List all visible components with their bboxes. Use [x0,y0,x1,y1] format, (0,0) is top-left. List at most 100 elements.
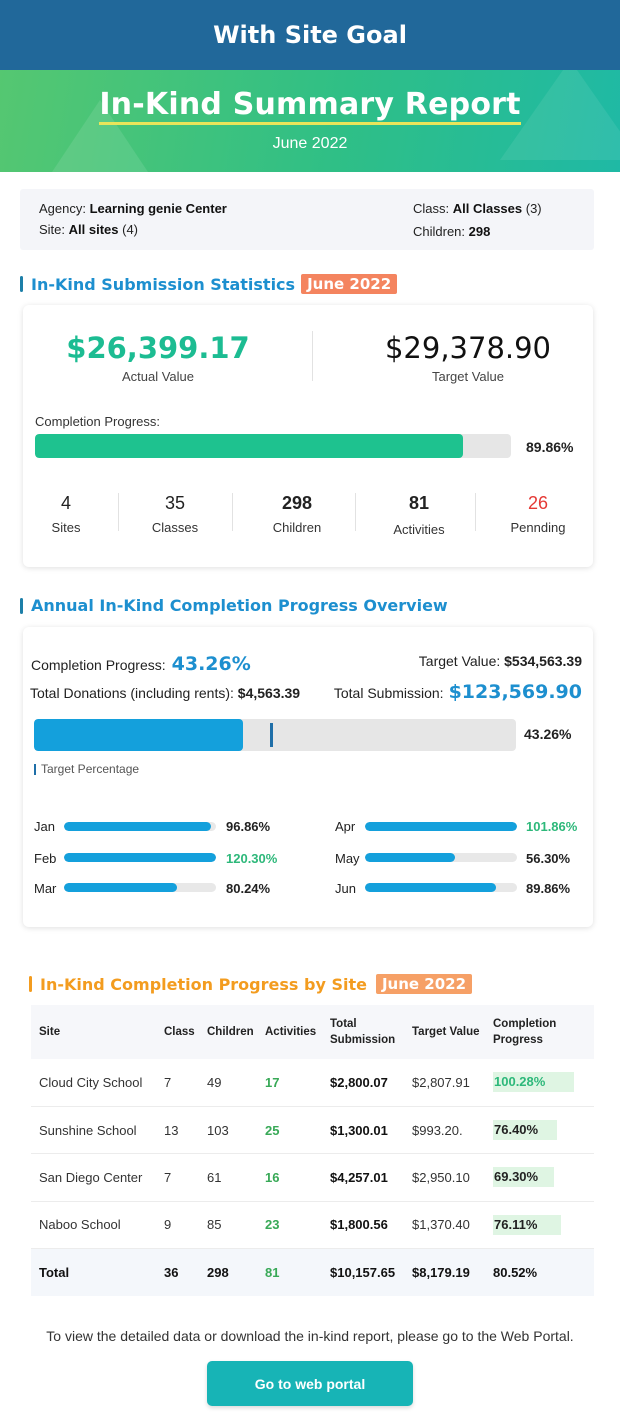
divider [118,493,119,531]
submission-line: Total Submission: $123,569.90 [334,681,582,703]
report-period: June 2022 [272,135,348,152]
month-bar [64,883,216,892]
stats-title-text: In-Kind Submission Statistics [31,274,296,294]
agency-line: Agency: Learning genie Center [39,201,227,216]
table-row: Naboo School 9 85 23 $1,800.56 $1,370.40… [31,1201,594,1250]
children-cell: 61 [199,1153,257,1202]
target-cell: $2,807.91 [404,1059,485,1107]
site-cell: Total [31,1248,156,1296]
target-cell: $993.20. [404,1106,485,1155]
divider [355,493,356,531]
column-header: Total Submission [322,1005,404,1059]
stat-value: 81 [408,493,430,513]
stat-label: Children [272,520,322,535]
annual-progress-label: Completion Progress: [31,657,166,673]
children-cell: 298 [199,1248,257,1296]
month-bar-fill [64,883,177,892]
annual-card: Completion Progress: 43.26% Target Value… [23,627,593,927]
go-to-web-portal-button[interactable]: Go to web portal [207,1361,413,1406]
by-site-period-badge: June 2022 [375,974,473,994]
stat-label: Activities [393,522,445,537]
class-cell: 13 [156,1106,199,1155]
month-pct: 56.30% [526,851,571,866]
column-header: Class [156,1005,199,1059]
children-cell: 49 [199,1059,257,1107]
activities-cell: 17 [257,1059,322,1107]
report-info-box: Agency: Learning genie Center Site: All … [20,189,594,250]
activities-cell: 23 [257,1201,322,1250]
report-title: In-Kind Summary Report [99,88,521,125]
hero-decoration [40,100,160,172]
submission-label: Total Submission: [333,685,444,701]
table-row: San Diego Center 7 61 16 $4,257.01 $2,95… [31,1153,594,1202]
month-bar-fill [64,822,212,831]
column-header: Completion Progress [485,1005,594,1059]
target-cell: $8,179.19 [404,1248,485,1296]
by-site-section-title: In-Kind Completion Progress by Site June… [29,974,473,994]
month-bar-fill [365,883,497,892]
class-cell: 7 [156,1059,199,1107]
stat-value: 298 [281,493,313,513]
by-site-title-text: In-Kind Completion Progress by Site [40,974,367,994]
class-cell: 7 [156,1153,199,1202]
stat-label: Pennding [510,520,566,535]
progress-cell: 80.52% [485,1248,594,1296]
submission-cell: $10,157.65 [322,1248,404,1296]
footer-note: To view the detailed data or download th… [46,1328,574,1344]
children-cell: 85 [199,1201,257,1250]
target-percentage-legend: Target Percentage [34,762,139,776]
month-label: May [335,851,360,866]
progress-cell: 100.28% [485,1059,594,1107]
stats-section-title: In-Kind Submission Statistics June 2022 [20,274,398,294]
month-label: Jan [34,819,55,834]
banner-text: With Site Goal [213,21,407,49]
annual-section-title: Annual In-Kind Completion Progress Overv… [20,596,448,615]
table-total-row: Total 36 298 81 $10,157.65 $8,179.19 80.… [31,1248,594,1296]
class-value: All Classes [452,201,523,216]
month-bar-fill [365,822,517,831]
month-bar-fill [64,853,216,862]
section-marker [20,597,23,614]
annual-progress-value: 43.26% [171,653,251,675]
stat-label: Sites [51,520,81,535]
column-header: Target Value [404,1005,485,1059]
top-banner: With Site Goal [0,0,620,70]
annual-progress-fill [34,719,243,751]
site-count: (4) [122,222,139,237]
month-pct: 96.86% [226,819,271,834]
donations-label: Total Donations (including rents): [30,685,234,701]
activities-cell: 16 [257,1153,322,1202]
class-count: (3) [525,201,542,216]
site-label: Site: [39,222,66,237]
column-header: Children [199,1005,257,1059]
class-cell: 9 [156,1201,199,1250]
children-value: 298 [468,224,491,239]
target-value: $29,378.90 [384,331,552,365]
annual-target-value: $534,563.39 [504,653,582,669]
site-cell: Cloud City School [31,1059,156,1107]
section-marker [29,976,32,992]
site-cell: Sunshine School [31,1106,156,1155]
site-cell: San Diego Center [31,1153,156,1202]
stat-activities: 81 Activities [364,493,474,537]
activities-cell: 81 [257,1248,322,1296]
month-label: Mar [34,881,57,896]
target-cell: $1,370.40 [404,1201,485,1250]
month-bar [365,883,517,892]
annual-progress-pct: 43.26% [524,726,572,742]
site-line: Site: All sites (4) [39,222,138,237]
completion-progress-pct: 89.86% [526,439,574,455]
progress-value: 69.30% [493,1167,554,1188]
submission-value: $123,569.90 [448,681,582,703]
month-label: Feb [34,851,57,866]
site-cell: Naboo School [31,1201,156,1250]
agency-value: Learning genie Center [89,201,227,216]
children-line: Children: 298 [413,224,490,239]
stat-sites: 4 Sites [11,493,121,535]
target-value-label: Target Value [431,369,505,384]
class-label: Class: [413,201,450,216]
target-cell: $2,950.10 [404,1153,485,1202]
actual-value-label: Actual Value [121,369,195,384]
hero-header: In-Kind Summary Report June 2022 [0,70,620,172]
month-label: Jun [335,881,356,896]
